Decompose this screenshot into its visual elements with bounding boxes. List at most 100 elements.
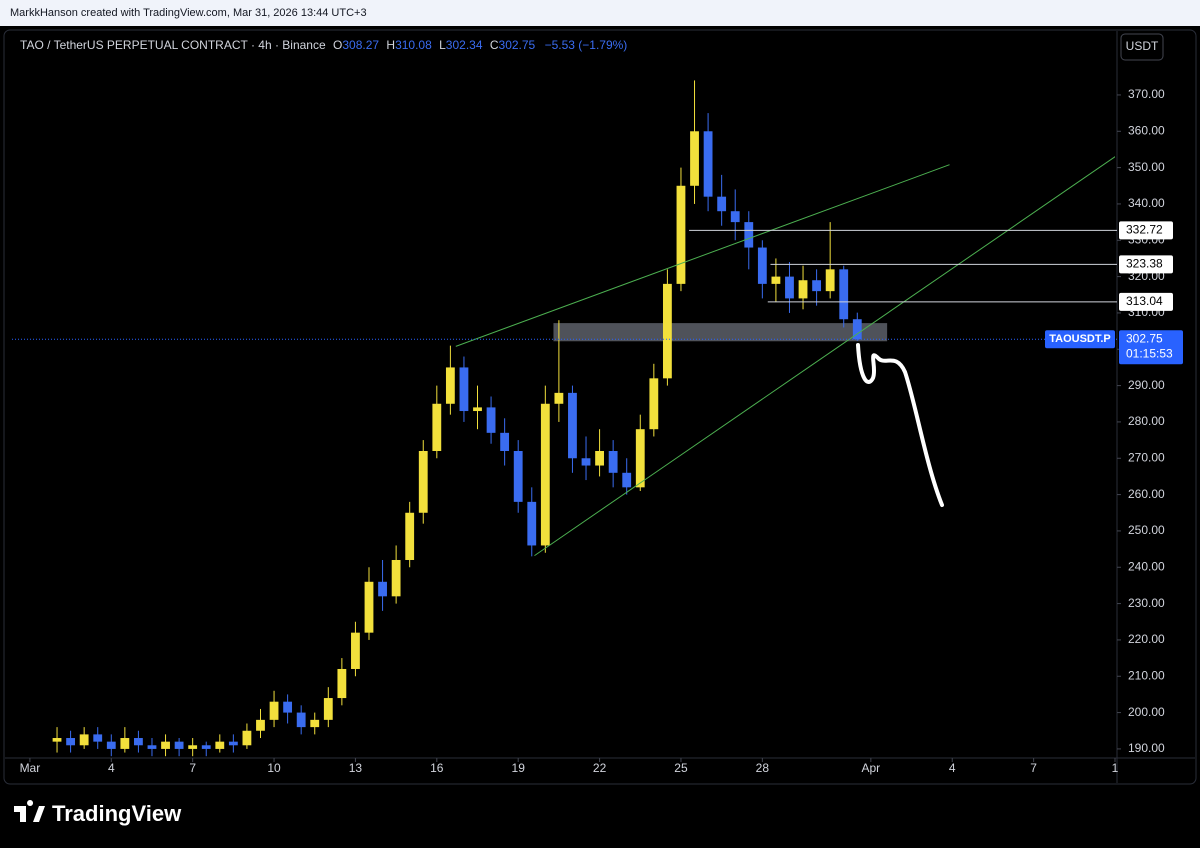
c-value: 302.75 xyxy=(499,38,536,52)
candle-body xyxy=(364,581,374,633)
h-label: H xyxy=(386,38,395,52)
candle-body xyxy=(405,512,415,560)
candle-body xyxy=(744,222,754,248)
level-label: 313.04 xyxy=(1126,294,1163,308)
change: −5.53 (−1.79%) xyxy=(545,38,628,52)
candle-body xyxy=(527,501,537,546)
candle-body xyxy=(717,196,727,212)
y-tick-label: 190.00 xyxy=(1128,741,1165,755)
h-value: 310.08 xyxy=(395,38,432,52)
candle-body xyxy=(310,719,320,728)
x-tick-label: 1 xyxy=(1112,761,1119,775)
candle-body xyxy=(66,738,76,746)
candle-body xyxy=(93,734,103,742)
candle-body xyxy=(351,632,360,669)
candle-body xyxy=(242,730,252,746)
currency-button[interactable] xyxy=(1120,33,1164,61)
countdown: 01:15:53 xyxy=(1126,346,1173,360)
x-tick-label: 16 xyxy=(430,761,444,775)
candle-body xyxy=(622,472,632,488)
candle-body xyxy=(825,269,835,292)
candle-body xyxy=(771,276,781,284)
candle-body xyxy=(283,701,293,713)
candle-body xyxy=(296,712,306,728)
y-tick-label: 290.00 xyxy=(1128,378,1165,392)
candle-body xyxy=(120,738,130,749)
candle-body xyxy=(188,745,198,749)
candle-body xyxy=(52,738,62,742)
level-box xyxy=(1119,255,1173,274)
x-tick-label: 28 xyxy=(756,761,770,775)
y-tick-label: 250.00 xyxy=(1128,523,1165,537)
trendline xyxy=(534,156,1115,557)
candle-body xyxy=(635,429,645,488)
candle-body xyxy=(486,407,496,433)
c-label: C xyxy=(490,38,499,52)
candle-body xyxy=(662,283,672,379)
candle-body xyxy=(730,211,740,223)
candle-body xyxy=(785,276,794,299)
level-box xyxy=(1119,292,1173,311)
candle-body xyxy=(79,734,89,746)
y-tick-label: 340.00 xyxy=(1128,196,1165,210)
candle-body xyxy=(201,745,211,749)
candle-body xyxy=(473,407,482,412)
candle-body xyxy=(500,432,510,451)
price-box xyxy=(1119,330,1183,365)
candle-body xyxy=(459,367,469,412)
candle-body xyxy=(513,450,523,502)
candle-body xyxy=(595,450,604,466)
x-tick-label: 25 xyxy=(674,761,688,775)
y-tick-label: 350.00 xyxy=(1128,160,1165,174)
candle-body xyxy=(608,450,618,473)
x-tick-label: 4 xyxy=(949,761,956,775)
candle-body xyxy=(147,745,157,749)
hand-drawing xyxy=(856,343,944,507)
candle-body xyxy=(323,698,333,720)
x-tick-label: 7 xyxy=(189,761,196,775)
x-tick-label: 22 xyxy=(593,761,607,775)
candle-body xyxy=(690,131,699,186)
o-label: O xyxy=(333,38,342,52)
candle-body xyxy=(540,403,550,546)
candle-body xyxy=(161,741,170,749)
symbol-label: TAOUSDT.P xyxy=(1049,333,1111,345)
brand: TradingView xyxy=(52,801,182,826)
y-tick-label: 210.00 xyxy=(1128,668,1165,682)
candle-body xyxy=(649,378,659,430)
y-tick-label: 230.00 xyxy=(1128,596,1165,610)
candle-body xyxy=(174,741,184,749)
level-box xyxy=(1119,221,1173,240)
y-tick-label: 260.00 xyxy=(1128,487,1165,501)
l-label: L xyxy=(439,38,446,52)
y-tick-label: 220.00 xyxy=(1128,632,1165,646)
candle-body xyxy=(798,280,808,299)
level-label: 332.72 xyxy=(1126,223,1163,237)
candle-body xyxy=(445,367,455,404)
legend: TAO / TetherUS PERPETUAL CONTRACT · 4h ·… xyxy=(20,38,627,52)
candle-body xyxy=(568,392,577,459)
x-tick-label: 13 xyxy=(349,761,363,775)
candle-body xyxy=(378,581,387,597)
candle-body xyxy=(391,559,401,597)
credit: MarkkHanson created with TradingView.com… xyxy=(10,7,367,19)
x-tick-label: 7 xyxy=(1030,761,1037,775)
candle-body xyxy=(757,247,767,284)
o-value: 308.27 xyxy=(342,38,379,52)
y-tick-label: 200.00 xyxy=(1128,705,1165,719)
x-tick-label: Apr xyxy=(862,761,881,775)
candle-body xyxy=(337,668,347,699)
x-tick-label: 19 xyxy=(512,761,526,775)
candle-body xyxy=(215,741,225,749)
candle-body xyxy=(106,741,116,749)
x-tick-label: 10 xyxy=(267,761,281,775)
level-label: 323.38 xyxy=(1126,256,1163,270)
symbol-title: TAO / TetherUS PERPETUAL CONTRACT · 4h ·… xyxy=(20,38,326,52)
candle-body xyxy=(256,719,265,731)
currency[interactable]: USDT xyxy=(1126,39,1159,53)
candle-body xyxy=(418,450,428,513)
candle-body xyxy=(554,392,564,404)
x-tick-label: Mar xyxy=(20,761,41,775)
